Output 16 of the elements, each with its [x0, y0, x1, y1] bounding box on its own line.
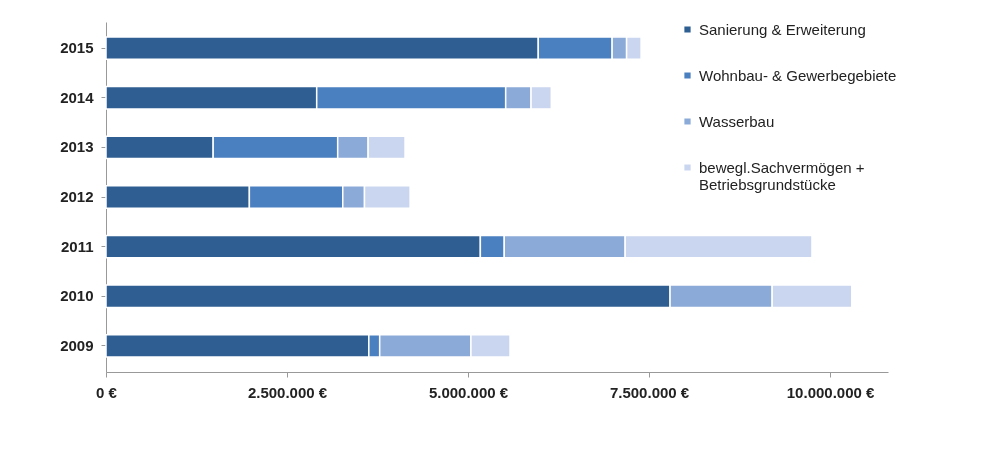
legend-label: Wasserbau	[699, 112, 775, 130]
legend-label: Sanierung & Erweiterung	[699, 20, 866, 38]
x-tick-label: 5.000.000 €	[428, 383, 509, 401]
legend-label: Wohnbau- & Gewerbegebiete	[699, 66, 897, 84]
legend-label: bewegl.Sachvermögen + Betriebsgrundstücke	[699, 158, 865, 193]
x-tick-label: 10.000.000 €	[786, 383, 876, 401]
y-tick-label: 2012	[60, 188, 94, 205]
y-tick-label: 2013	[60, 138, 94, 156]
y-tick-label: 2014	[60, 88, 95, 106]
y-tick-label: 2015	[60, 39, 94, 57]
x-tick-label: 2.500.000 €	[247, 383, 328, 401]
y-tick-label: 2009	[60, 336, 94, 354]
y-tick-label: 2011	[60, 237, 94, 255]
x-tick-label: 7.500.000 €	[609, 383, 690, 401]
x-tick-label: 0 €	[96, 383, 118, 401]
y-tick-label: 2010	[60, 287, 94, 305]
